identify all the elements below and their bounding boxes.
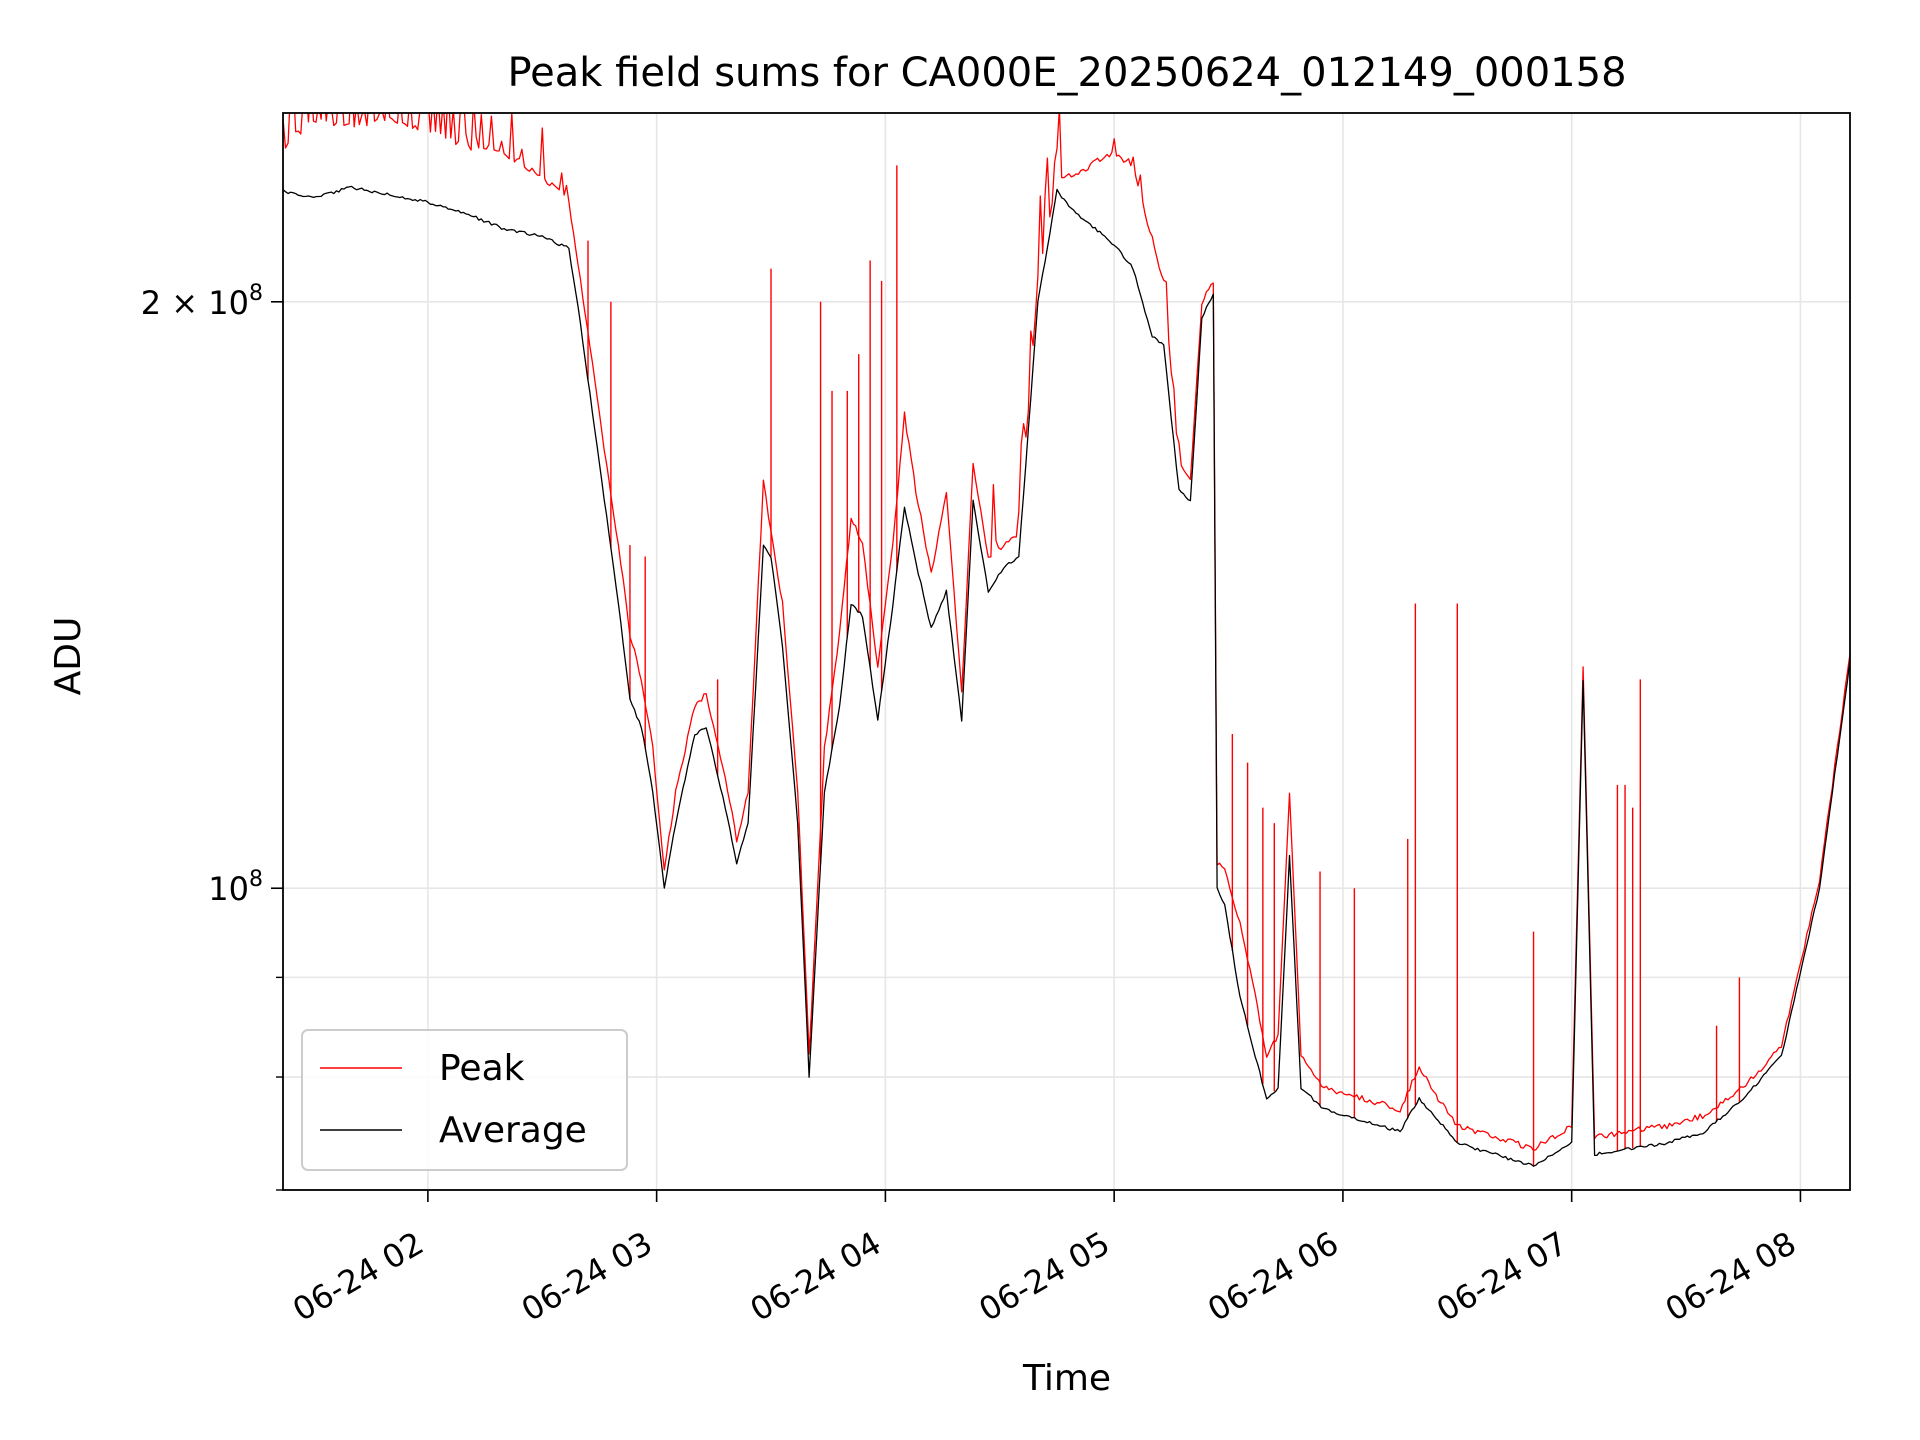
y-tick-label: 2 × 108 [141,281,263,322]
y-tick-label: 108 [208,867,263,908]
x-axis-label: Time [1022,1358,1111,1399]
series-peak-line [283,113,1850,1152]
legend-label-average: Average [439,1110,587,1151]
legend: Peak Average [301,1029,628,1171]
legend-box [301,1029,628,1171]
grid-lines [283,113,1850,1191]
axes-frame [282,112,1851,1191]
chart-title: Peak field sums for CA000E_20250624_0121… [507,50,1626,96]
legend-label-peak: Peak [439,1048,525,1089]
series-average-line [283,185,1850,1167]
plot-area [283,113,1850,1167]
y-axis-label: ADU [48,617,89,696]
